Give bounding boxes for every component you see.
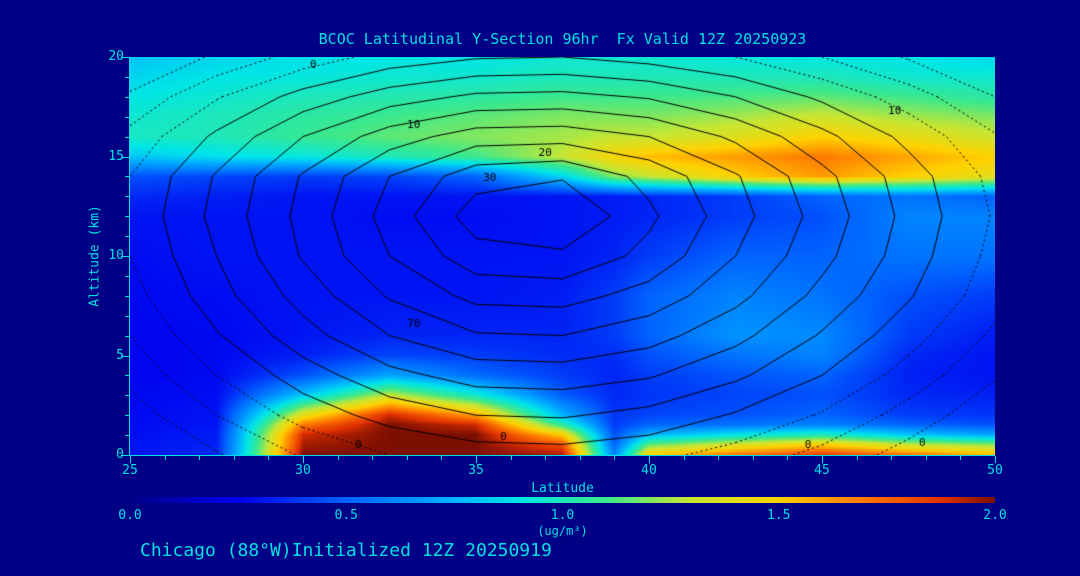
x-minor-tick: [406, 456, 408, 460]
colorbar-tick-label: 1.0: [550, 508, 575, 523]
run-info-text: Chicago (88°W)Initialized 12Z 20250919: [140, 540, 552, 561]
x-minor-tick: [164, 456, 166, 460]
x-minor-tick: [960, 456, 962, 460]
colorbar-tick-label: 1.5: [767, 508, 791, 523]
x-major-tick: [476, 456, 477, 463]
y-major-tick: [121, 57, 129, 58]
x-major-tick: [130, 456, 131, 463]
x-axis-label: Latitude: [531, 481, 594, 496]
x-minor-tick: [372, 456, 374, 460]
x-minor-tick: [718, 456, 720, 460]
y-minor-tick: [125, 116, 129, 118]
colorbar-tick-label: 2.0: [983, 508, 1007, 523]
x-major-tick: [303, 456, 304, 463]
x-minor-tick: [441, 456, 443, 460]
y-minor-tick: [125, 196, 129, 198]
y-minor-tick: [125, 335, 129, 337]
colorbar-tick-label: 0.5: [334, 508, 358, 523]
x-minor-tick: [579, 456, 581, 460]
y-minor-tick: [125, 236, 129, 238]
x-tick-label: 25: [122, 463, 138, 478]
x-minor-tick: [510, 456, 512, 460]
x-minor-tick: [545, 456, 547, 460]
y-axis-line: [129, 57, 130, 456]
x-minor-tick: [337, 456, 339, 460]
y-minor-tick: [125, 136, 129, 138]
y-minor-tick: [125, 96, 129, 98]
x-minor-tick: [787, 456, 789, 460]
x-minor-tick: [683, 456, 685, 460]
chart-title: BCOC Latitudinal Y-Section 96hr Fx Valid…: [318, 30, 807, 48]
y-minor-tick: [125, 375, 129, 377]
x-tick-label: 45: [814, 463, 830, 478]
x-minor-tick: [856, 456, 858, 460]
y-minor-tick: [125, 435, 129, 437]
y-major-tick: [121, 455, 129, 456]
y-major-tick: [121, 156, 129, 158]
y-tick-label: 20: [108, 49, 124, 64]
y-tick-label: 15: [108, 148, 124, 164]
x-minor-tick: [233, 456, 235, 460]
x-minor-tick: [925, 456, 927, 460]
x-major-tick: [822, 456, 823, 463]
x-minor-tick: [891, 456, 893, 460]
y-tick-label: 0: [116, 447, 124, 462]
colorbar-tick-label: 0.0: [118, 508, 142, 523]
y-minor-tick: [125, 415, 129, 417]
x-tick-label: 35: [468, 463, 484, 478]
x-minor-tick: [199, 456, 201, 460]
heatmap-canvas: [130, 57, 995, 455]
y-minor-tick: [125, 76, 129, 78]
x-major-tick: [995, 456, 996, 463]
colorbar-units-label: (ug/m³): [537, 524, 588, 538]
x-minor-tick: [614, 456, 616, 460]
x-minor-tick: [268, 456, 270, 460]
y-major-tick: [121, 256, 129, 257]
x-tick-label: 50: [987, 463, 1003, 478]
x-tick-label: 40: [641, 463, 657, 478]
x-major-tick: [649, 456, 650, 463]
y-minor-tick: [125, 176, 129, 178]
x-minor-tick: [752, 456, 754, 460]
y-minor-tick: [125, 295, 129, 297]
y-minor-tick: [125, 275, 129, 277]
y-minor-tick: [125, 395, 129, 397]
y-minor-tick: [125, 315, 129, 317]
y-tick-label: 5: [116, 347, 124, 363]
y-major-tick: [121, 355, 129, 357]
colorbar-canvas: [130, 497, 995, 503]
y-minor-tick: [125, 216, 129, 218]
x-axis-line: [129, 455, 995, 456]
x-tick-label: 30: [295, 463, 311, 478]
y-tick-label: 10: [108, 248, 124, 263]
